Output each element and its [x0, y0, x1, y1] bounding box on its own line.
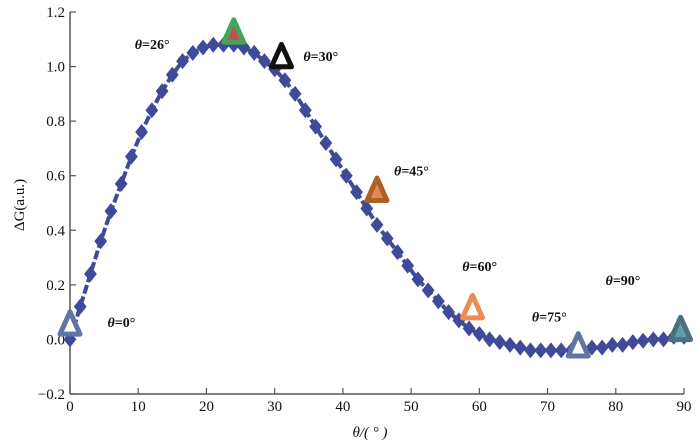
y-tick-label: 0.8	[46, 114, 65, 130]
data-point	[391, 244, 404, 261]
annotation-label: θ=45°	[394, 165, 429, 180]
x-ticks: 0 10 20 30 40 50 60 70 80 90	[66, 388, 692, 415]
data-point	[73, 298, 87, 315]
data-point	[155, 83, 169, 100]
data-point	[483, 331, 496, 348]
data-point	[616, 336, 629, 353]
y-tick-label: 1.2	[46, 5, 65, 21]
data-point	[462, 320, 476, 337]
data-point	[206, 36, 220, 53]
data-point	[554, 342, 568, 359]
axes	[69, 12, 684, 395]
highlight-triangle	[668, 314, 694, 343]
data-point	[135, 124, 149, 141]
x-tick-label: 60	[472, 399, 487, 415]
data-point	[401, 257, 415, 274]
data-point	[298, 102, 312, 119]
data-point	[104, 203, 118, 220]
data-series	[63, 36, 691, 359]
highlight-triangle	[221, 17, 247, 45]
annotation-label: θ=30°	[303, 50, 338, 65]
data-point	[114, 175, 128, 192]
x-tick-label: 50	[404, 399, 419, 415]
highlight-triangle	[268, 41, 294, 70]
data-point	[524, 342, 537, 359]
x-tick-label: 40	[335, 399, 350, 415]
x-axis-title: θ/( ° )	[352, 425, 387, 441]
data-point	[544, 342, 558, 359]
data-point	[360, 200, 374, 217]
data-point	[165, 66, 179, 83]
highlight-triangle	[364, 175, 390, 203]
data-point	[329, 151, 343, 168]
annotation-label: θ=26°	[135, 38, 170, 53]
data-point	[84, 265, 97, 282]
data-point	[309, 118, 322, 135]
data-point	[380, 230, 394, 247]
data-point	[339, 167, 353, 184]
y-tick-label: 0.4	[46, 223, 65, 239]
y-ticks: −0.20.00.20.40.60.81.01.2	[38, 5, 76, 403]
data-point	[513, 339, 527, 356]
data-point	[626, 334, 640, 351]
data-point	[442, 304, 456, 321]
data-point	[370, 216, 384, 233]
y-tick-label: 0.6	[46, 169, 65, 185]
data-point	[432, 293, 445, 310]
highlight-triangle	[57, 309, 83, 337]
highlight-triangle	[460, 292, 486, 321]
data-point	[278, 72, 292, 89]
x-tick-label: 70	[540, 399, 555, 415]
x-tick-label: 10	[131, 399, 146, 415]
highlight-markers	[57, 17, 694, 359]
data-point	[493, 334, 507, 351]
data-point	[176, 53, 189, 70]
y-axis-title: ΔG(a.u.)	[12, 179, 28, 231]
x-tick-label: 80	[608, 399, 623, 415]
x-tick-label: 30	[267, 399, 282, 415]
annotations: θ=0° θ=26° θ=30° θ=45° θ=60° θ=75° θ=90°	[108, 38, 641, 331]
data-point	[94, 233, 108, 250]
annotation-label: θ=75°	[532, 311, 567, 326]
data-point	[258, 53, 271, 70]
y-tick-label: −0.2	[38, 387, 65, 403]
data-point	[605, 336, 619, 353]
data-point	[145, 102, 159, 119]
data-point	[350, 184, 363, 201]
data-point	[288, 85, 302, 102]
x-tick-label: 0	[66, 399, 74, 415]
data-point	[636, 332, 650, 349]
data-point	[534, 342, 548, 359]
data-point	[503, 336, 517, 353]
data-point	[411, 271, 425, 288]
data-point	[319, 134, 333, 151]
data-point	[421, 282, 435, 299]
data-point	[472, 325, 486, 342]
annotation-label: θ=0°	[108, 316, 136, 331]
x-tick-label: 90	[677, 399, 692, 415]
data-point	[125, 148, 138, 165]
highlight-triangle	[565, 331, 591, 359]
y-tick-label: 0.2	[46, 278, 65, 294]
annotation-label: θ=90°	[606, 274, 641, 289]
data-point	[247, 44, 261, 61]
data-point	[646, 331, 660, 348]
y-tick-label: 1.0	[46, 60, 65, 76]
x-tick-label: 20	[199, 399, 214, 415]
data-point	[186, 44, 200, 61]
annotation-label: θ=60°	[462, 260, 497, 275]
data-point	[657, 331, 670, 348]
data-point	[595, 339, 609, 356]
data-point	[196, 39, 210, 56]
